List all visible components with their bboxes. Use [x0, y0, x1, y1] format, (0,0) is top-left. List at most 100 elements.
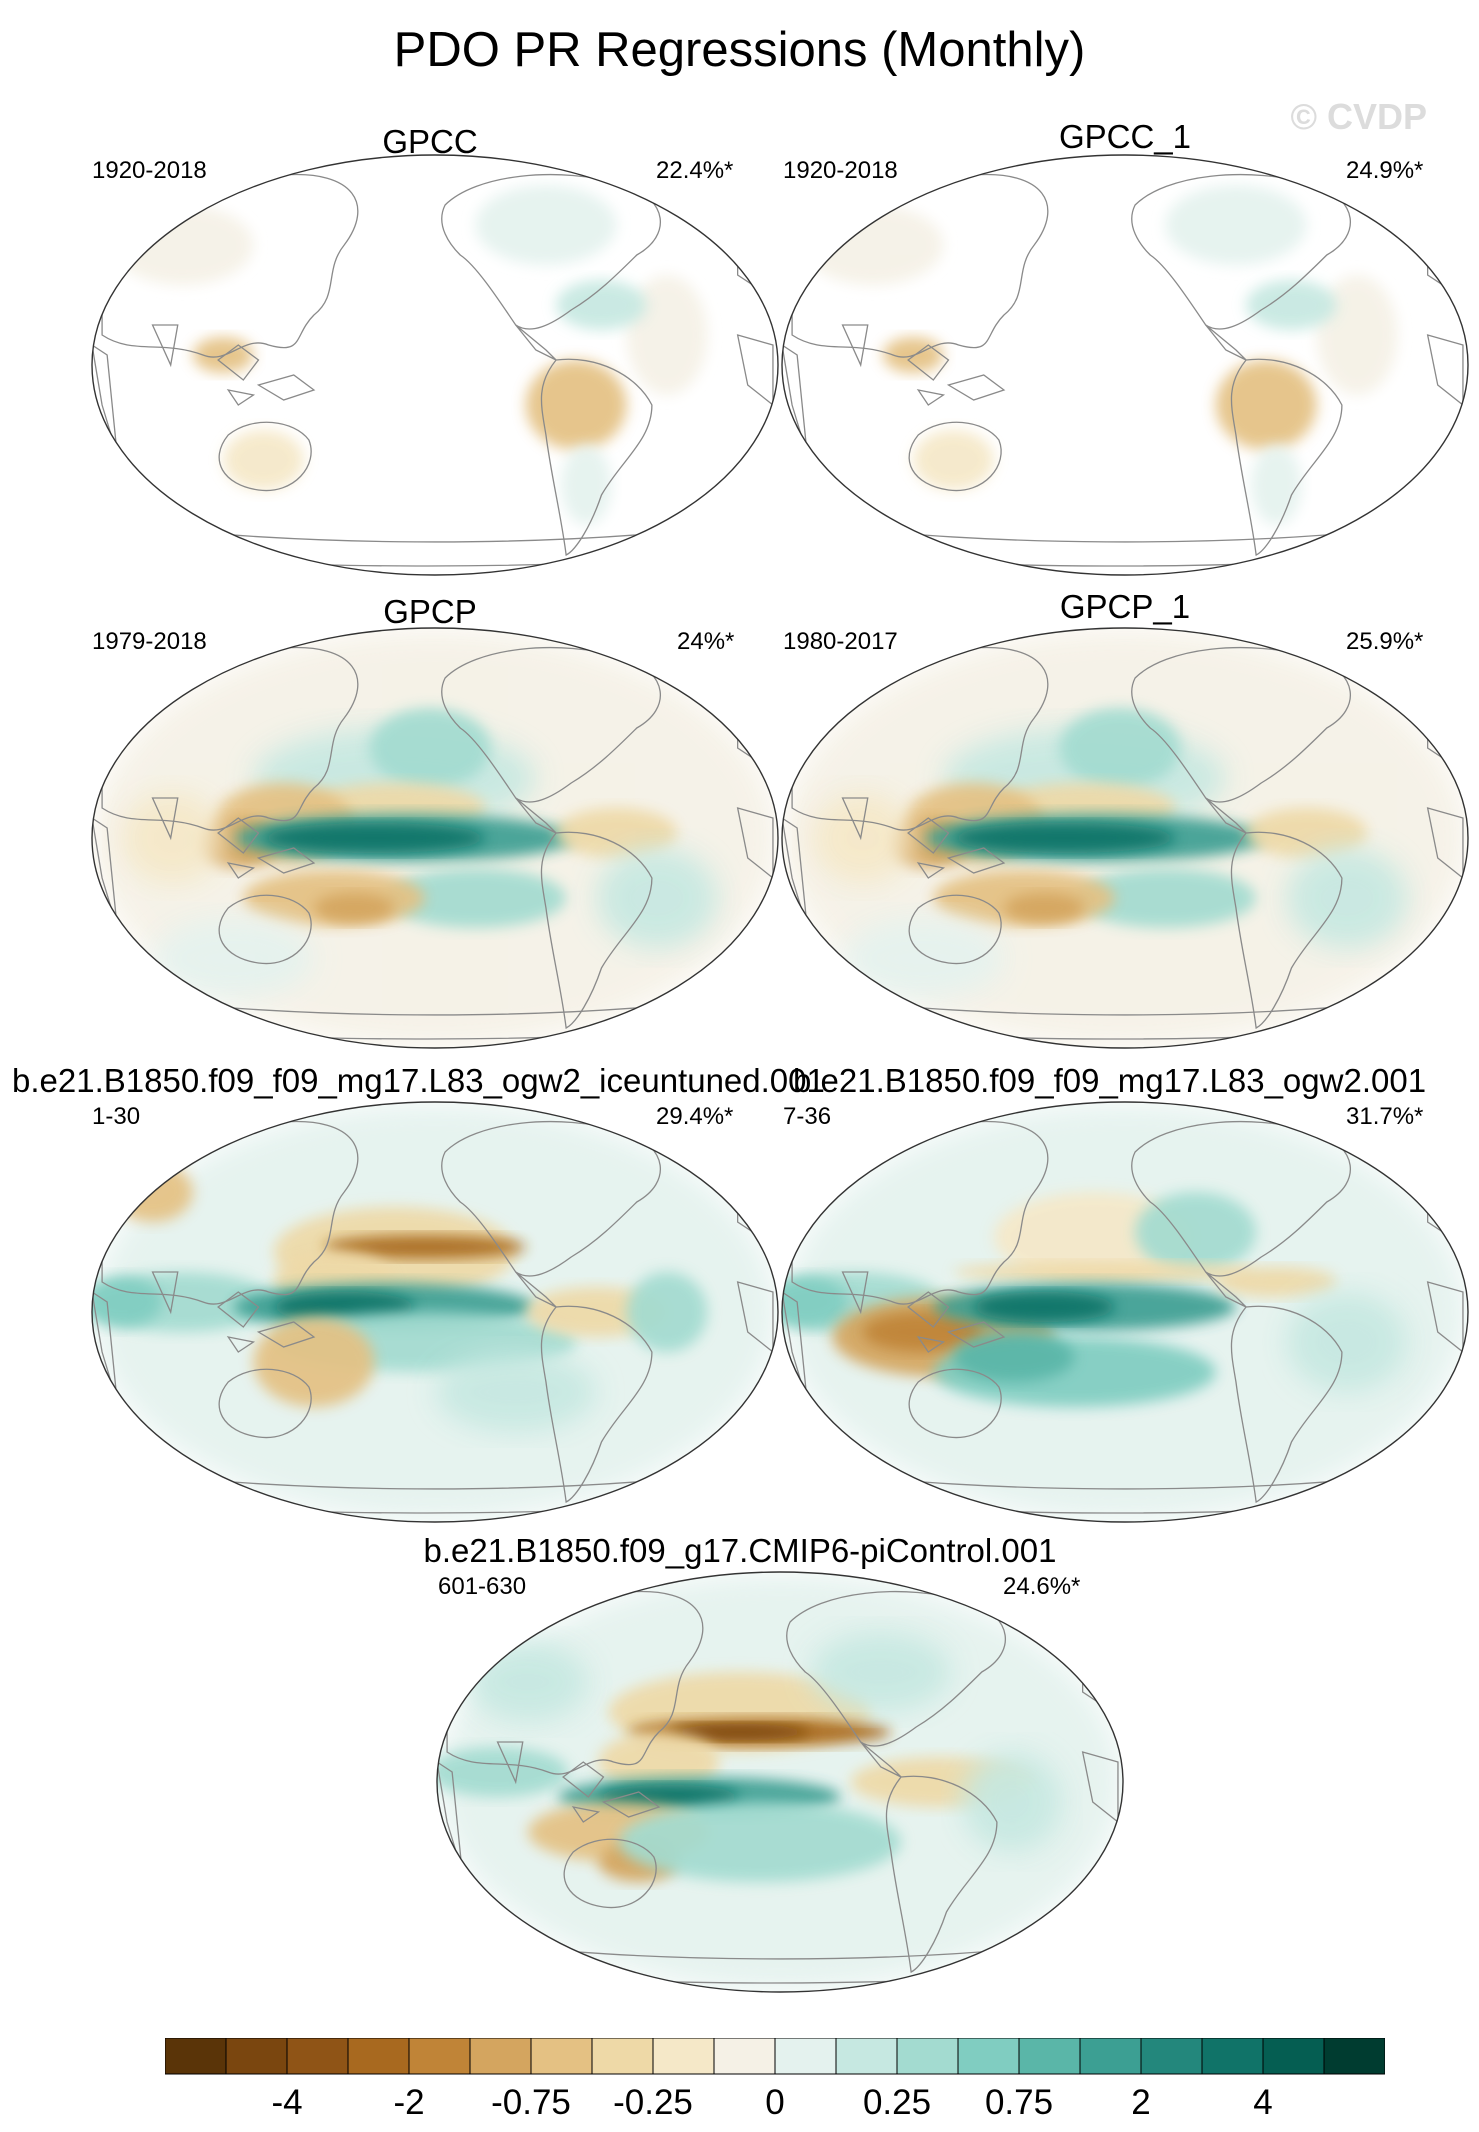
colorbar-tick-label: -4	[271, 2083, 303, 2122]
panel-variance-model-b: 31.7%*	[1346, 1103, 1424, 1130]
regression-contour	[467, 1642, 589, 1722]
colorbar-swatch	[896, 2038, 959, 2075]
colorbar-swatch	[1079, 2038, 1142, 2075]
colorbar-swatch	[713, 2038, 776, 2075]
panel-title-gpcc: GPCC	[382, 123, 478, 160]
regression-contour	[913, 430, 994, 490]
map-panel-2	[92, 628, 778, 1048]
panel-title-gpcp: GPCP	[383, 593, 477, 630]
panel-variance-gpcc-1: 24.9%*	[1346, 157, 1424, 184]
regression-contour	[253, 1317, 375, 1407]
colorbar-swatch	[1018, 2038, 1081, 2075]
panel-variance-model-c: 24.6%*	[1003, 1573, 1081, 1600]
regression-contour	[92, 1277, 163, 1327]
colorbar-swatch	[1323, 2038, 1385, 2075]
colorbar-tick-label: -2	[393, 2083, 425, 2122]
colorbar-tick-label: 0.25	[862, 2083, 932, 2122]
regression-contour	[598, 1732, 720, 1792]
colorbar-swatch	[408, 2038, 471, 2075]
regression-contour	[812, 793, 914, 883]
figure-title: PDO PR Regressions (Monthly)	[393, 23, 1086, 77]
regression-contour	[1246, 808, 1368, 858]
regression-contour	[112, 205, 254, 285]
map-border	[91, 1101, 779, 1523]
panel-title-model-b: b.e21.B1850.f09_f09_mg17.L83_ogw2.001	[793, 1062, 1427, 1099]
map-border	[436, 1571, 1124, 1993]
map-panel-5	[782, 1102, 1468, 1522]
regression-contour	[1286, 1292, 1408, 1392]
panel-period-gpcp: 1979-2018	[92, 628, 207, 655]
regression-contour	[862, 1312, 984, 1352]
colorbar-swatch	[957, 2038, 1020, 2075]
colorbar-swatch	[286, 2038, 349, 2075]
regression-contour	[324, 1235, 526, 1259]
regression-contour	[802, 205, 944, 285]
colorbar-swatch	[652, 2038, 715, 2075]
panel-variance-model-a: 29.4%*	[656, 1103, 734, 1130]
regression-contour	[842, 918, 1004, 998]
map-panel-3	[782, 628, 1468, 1048]
map-border	[781, 1101, 1469, 1523]
panel-variance-gpcp: 24%*	[677, 628, 735, 655]
colorbar-tick-label: 0.75	[984, 2083, 1054, 2122]
regression-contour	[1135, 1192, 1257, 1272]
regression-contour	[122, 793, 224, 883]
regression-contour	[1215, 1267, 1337, 1297]
panel-title-gpcc-1: GPCC_1	[1058, 118, 1192, 155]
regression-contour	[1251, 445, 1302, 525]
panel-period-gpcp-1: 1980-2017	[783, 628, 898, 655]
regression-contour	[1074, 868, 1257, 928]
panel-period-model-b: 7-36	[783, 1103, 832, 1130]
regression-contour	[556, 808, 678, 858]
colorbar-swatch	[165, 2038, 227, 2075]
regression-contour	[384, 868, 567, 928]
colorbar-swatch	[1262, 2038, 1325, 2075]
panel-period-model-a: 1-30	[92, 1103, 141, 1130]
regression-contour	[669, 1724, 811, 1740]
cvdp-watermark: © CVDP	[1290, 96, 1427, 137]
colorbar-swatch	[225, 2038, 288, 2075]
regression-contour	[953, 1262, 1257, 1282]
regression-contour	[1215, 360, 1317, 450]
regression-contour	[152, 918, 314, 998]
regression-contour	[961, 1752, 1063, 1852]
panel-period-model-c: 601-630	[438, 1573, 527, 1600]
regression-contour	[953, 823, 1176, 853]
map-panel-1	[782, 155, 1468, 575]
regression-contour	[1003, 893, 1085, 923]
map-border	[91, 154, 779, 576]
colorbar-tick-label: 2	[1131, 2083, 1151, 2122]
regression-contour	[223, 430, 304, 490]
regression-contour	[626, 1272, 708, 1352]
colorbar-swatch	[591, 2038, 654, 2075]
panel-period-gpcc-1: 1920-2018	[783, 157, 898, 184]
regression-contour	[561, 445, 612, 525]
map-border	[781, 627, 1469, 1049]
regression-contour	[618, 1802, 902, 1882]
map-border	[781, 154, 1469, 576]
regression-contour	[596, 848, 718, 948]
colorbar-tick-label: 0	[765, 2083, 785, 2122]
colorbar-tick-label: 4	[1253, 2083, 1273, 2122]
colorbar	[165, 2038, 1385, 2075]
map-panel-6	[437, 1572, 1123, 1992]
regression-contour	[525, 360, 627, 450]
regression-contour	[1286, 848, 1408, 948]
regression-contour	[369, 708, 491, 788]
regression-contour	[556, 280, 647, 330]
colorbar-swatch	[774, 2038, 837, 2075]
regression-contour	[1316, 275, 1398, 395]
regression-contour	[475, 185, 617, 265]
map-panel-4	[92, 1102, 778, 1522]
map-panel-0	[92, 155, 778, 575]
regression-contour	[1059, 708, 1181, 788]
colorbar-tick-label: -0.75	[491, 2083, 571, 2122]
map-border	[91, 627, 779, 1049]
regression-contour	[435, 1352, 597, 1432]
colorbar-swatch	[835, 2038, 898, 2075]
regression-contour	[263, 823, 486, 853]
panel-title-gpcp-1: GPCP_1	[1059, 588, 1191, 625]
colorbar-swatch	[1201, 2038, 1264, 2075]
panel-variance-gpcc: 22.4%*	[656, 157, 734, 184]
